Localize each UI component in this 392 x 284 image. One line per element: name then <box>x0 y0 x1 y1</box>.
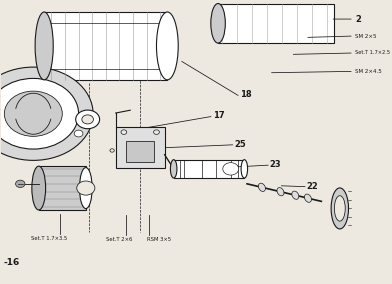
Text: 22: 22 <box>307 181 319 191</box>
Text: 2: 2 <box>355 14 361 24</box>
Ellipse shape <box>80 168 92 208</box>
Ellipse shape <box>156 12 178 80</box>
Circle shape <box>154 130 160 134</box>
Text: 23: 23 <box>270 160 281 169</box>
Text: SM 2×4.5: SM 2×4.5 <box>355 69 382 74</box>
Text: SM 2×5: SM 2×5 <box>355 34 377 39</box>
Circle shape <box>110 149 114 152</box>
Circle shape <box>0 78 78 149</box>
Text: Set.T 1.7×3.5: Set.T 1.7×3.5 <box>31 236 68 241</box>
Text: 25: 25 <box>234 140 246 149</box>
Circle shape <box>74 130 83 137</box>
Circle shape <box>82 115 93 124</box>
Bar <box>44 12 167 80</box>
Bar <box>116 127 165 168</box>
Ellipse shape <box>32 166 45 210</box>
Ellipse shape <box>35 12 53 80</box>
Circle shape <box>77 181 95 195</box>
Circle shape <box>121 130 127 134</box>
Circle shape <box>4 91 62 136</box>
Text: RSM 3×5: RSM 3×5 <box>147 237 172 242</box>
Circle shape <box>223 163 239 175</box>
Circle shape <box>16 180 25 187</box>
Bar <box>39 166 86 210</box>
Circle shape <box>0 67 93 160</box>
Ellipse shape <box>277 188 284 196</box>
Bar <box>126 141 154 162</box>
Text: -16: -16 <box>4 258 20 267</box>
Ellipse shape <box>171 160 177 178</box>
Text: Set.T 2×6: Set.T 2×6 <box>106 237 132 242</box>
Ellipse shape <box>211 3 225 43</box>
Ellipse shape <box>292 191 299 199</box>
Text: 18: 18 <box>240 90 251 99</box>
Bar <box>174 160 244 178</box>
Ellipse shape <box>331 188 348 229</box>
Circle shape <box>76 110 100 129</box>
Text: 17: 17 <box>212 112 224 120</box>
Ellipse shape <box>258 183 265 191</box>
Ellipse shape <box>305 194 312 202</box>
Ellipse shape <box>334 196 345 221</box>
Text: Set.T 1.7×2.5: Set.T 1.7×2.5 <box>355 51 390 55</box>
Bar <box>218 3 334 43</box>
Ellipse shape <box>241 160 248 178</box>
